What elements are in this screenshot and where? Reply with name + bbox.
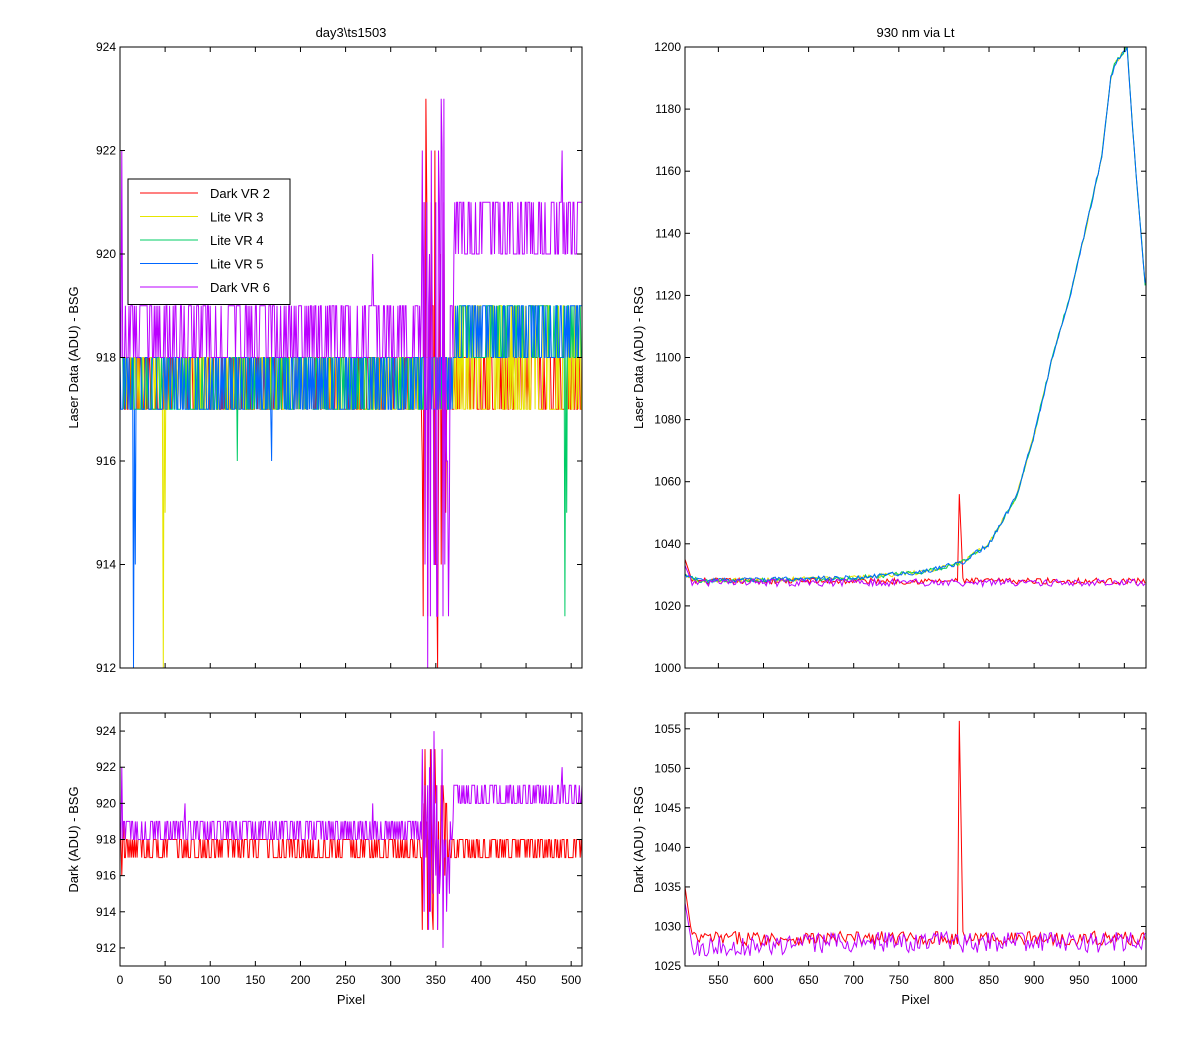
x-tick-label: 500 <box>561 973 581 987</box>
y-tick-label: 1000 <box>654 661 681 675</box>
y-tick-label: 1035 <box>654 880 681 894</box>
y-axis-label: Laser Data (ADU) - BSG <box>66 286 81 428</box>
x-tick-label: 600 <box>753 973 773 987</box>
y-tick-label: 1020 <box>654 599 681 613</box>
x-tick-label: 800 <box>934 973 954 987</box>
axes-frame <box>684 712 1147 967</box>
x-tick-label: 400 <box>471 973 491 987</box>
y-tick-label: 922 <box>96 144 116 158</box>
chart-title: day3\ts1503 <box>316 25 387 40</box>
series-line-dark-vr-2 <box>685 720 1146 947</box>
y-axis-label: Dark (ADU) - RSG <box>631 786 646 893</box>
chart-bottom-right: 550 600 650 700 750 800 850 900 950 1000 1025 1030 1… <box>631 712 1147 1007</box>
y-tick-label: 1080 <box>654 413 681 427</box>
y-tick-label: 1160 <box>655 164 681 178</box>
x-tick-label: 450 <box>516 973 536 987</box>
x-tick-label: 150 <box>245 973 265 987</box>
x-tick-label: 200 <box>290 973 310 987</box>
plot-area-bottom-right <box>685 720 1146 957</box>
y-tick-label: 1045 <box>654 801 681 815</box>
x-tick-label: 0 <box>117 973 124 987</box>
legend-label: Dark VR 2 <box>210 186 270 201</box>
series-line-dark-vr-6 <box>120 731 582 948</box>
y-tick-label: 1040 <box>654 840 681 854</box>
chart-top-right: 1000 1020 1040 1060 1080 1100 1120 1140 1160 1180… <box>631 25 1147 675</box>
x-tick-label: 900 <box>1024 973 1044 987</box>
y-tick-label: 1180 <box>655 102 681 116</box>
chart-bottom-left: 0 50 100 150 200 250 300 350 400 450 500 912 914 916 9… <box>66 712 583 1007</box>
y-tick-label: 1025 <box>654 959 681 973</box>
x-tick-label: 350 <box>426 973 446 987</box>
chart-title: 930 nm via Lt <box>876 25 954 40</box>
legend-label: Dark VR 6 <box>210 280 270 295</box>
legend-label: Lite VR 5 <box>210 257 263 272</box>
y-axis-label: Dark (ADU) - BSG <box>66 786 81 892</box>
y-tick-label: 924 <box>96 40 116 54</box>
y-tick-label: 1030 <box>654 919 681 933</box>
legend-label: Lite VR 3 <box>210 210 263 225</box>
plot-area-top-right <box>685 47 1146 588</box>
x-tick-label: 300 <box>381 973 401 987</box>
y-tick-label: 918 <box>96 351 116 365</box>
x-tick-label: 50 <box>158 973 172 987</box>
x-tick-label: 750 <box>889 973 909 987</box>
y-tick-label: 1040 <box>654 537 681 551</box>
y-tick-label: 912 <box>96 941 116 955</box>
chart-top-left: 912 914 916 918 920 922 924 day3\ts1503 Laser Da… <box>66 25 583 675</box>
x-tick-label: 1000 <box>1111 973 1138 987</box>
x-axis-label: Pixel <box>337 992 365 1007</box>
x-tick-label: 550 <box>708 973 728 987</box>
y-tick-label: 916 <box>96 869 116 883</box>
y-tick-label: 916 <box>96 454 116 468</box>
y-tick-label: 914 <box>96 558 116 572</box>
y-tick-label: 1050 <box>654 761 681 775</box>
y-tick-label: 1100 <box>655 351 681 365</box>
legend-label: Lite VR 4 <box>210 233 263 248</box>
x-tick-label: 700 <box>844 973 864 987</box>
y-axis-label: Laser Data (ADU) - RSG <box>631 286 646 429</box>
x-axis-label: Pixel <box>901 992 929 1007</box>
x-tick-label: 650 <box>799 973 819 987</box>
x-tick-label: 250 <box>336 973 356 987</box>
x-tick-label: 950 <box>1069 973 1089 987</box>
y-tick-label: 1060 <box>654 475 681 489</box>
y-tick-label: 920 <box>96 247 116 261</box>
y-tick-label: 1120 <box>655 288 681 302</box>
y-tick-label: 918 <box>96 833 116 847</box>
y-tick-label: 920 <box>96 796 116 810</box>
y-tick-label: 1200 <box>654 40 681 54</box>
plot-area-top-left <box>120 98 582 668</box>
series-line-dark-vr-6 <box>685 565 1146 588</box>
axes-layer: 912 914 916 918 920 922 924 day3\ts1503 Laser Da… <box>66 25 1147 1007</box>
series-line-dark-vr-2 <box>120 749 582 930</box>
y-tick-label: 1055 <box>654 722 681 736</box>
series-line-dark-vr-6 <box>685 902 1146 957</box>
y-tick-label: 922 <box>96 760 116 774</box>
legend: Dark VR 2 Lite VR 3 Lite VR 4 Lite VR 5 Dark… <box>127 178 291 305</box>
y-tick-label: 924 <box>96 724 116 738</box>
y-tick-label: 1140 <box>655 226 681 240</box>
y-tick-label: 912 <box>96 661 116 675</box>
x-tick-label: 850 <box>979 973 999 987</box>
x-tick-label: 100 <box>200 973 220 987</box>
plot-area-bottom-left <box>120 731 582 948</box>
legend-box <box>127 178 291 305</box>
y-tick-label: 914 <box>96 905 116 919</box>
series-line-dark-vr-6 <box>120 98 582 668</box>
